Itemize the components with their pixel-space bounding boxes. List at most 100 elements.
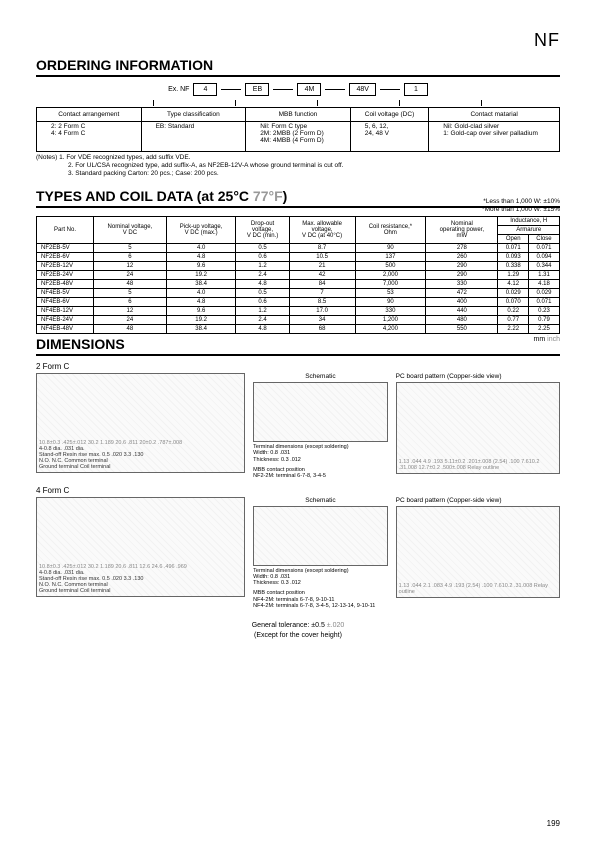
- table-cell: 0.029: [528, 288, 559, 297]
- table-cell: 84: [289, 279, 355, 288]
- order-th-2: Type classification: [141, 108, 246, 122]
- table-cell: 12: [94, 261, 167, 270]
- table-cell: 500: [355, 261, 426, 270]
- order-td-4: 5, 6, 12, 24, 48 V: [350, 122, 428, 152]
- order-td-5: Nil: Gold-clad silver 1: Gold-cap over s…: [429, 122, 560, 152]
- ordering-table: Contact arrangement Type classification …: [36, 107, 560, 152]
- table-cell: 7: [289, 288, 355, 297]
- table-cell: 53: [355, 288, 426, 297]
- ex-box-2: EB: [245, 83, 269, 96]
- table-cell: 12: [94, 306, 167, 315]
- table-row: NF4EB-12V129.61.217.03304400.220.23: [37, 306, 560, 315]
- table-cell: 4.8: [236, 279, 289, 288]
- table-cell: 4.8: [166, 297, 236, 306]
- form2-row: 10.8±0.3 .425±.012 30.2 1.189 20.6 .811 …: [36, 373, 560, 480]
- ex-box-3: 4M: [297, 83, 321, 96]
- table-cell: 0.070: [498, 297, 528, 306]
- ex-box-5: 1: [404, 83, 428, 96]
- table-cell: 6: [94, 297, 167, 306]
- table-cell: 472: [426, 288, 498, 297]
- table-cell: 6: [94, 252, 167, 261]
- form4-label: 4 Form C: [36, 486, 560, 495]
- table-cell: 4.0: [166, 288, 236, 297]
- table-cell: 5: [94, 243, 167, 252]
- dim-unit: mm inch: [534, 336, 560, 343]
- table-cell: 4.8: [166, 252, 236, 261]
- table-cell: NF4EB-12V: [37, 306, 94, 315]
- table-row: NF2EB-24V2419.22.4422,0002901.291.31: [37, 270, 560, 279]
- table-cell: 10.5: [289, 252, 355, 261]
- table-cell: 0.22: [498, 306, 528, 315]
- table-cell: 0.029: [498, 288, 528, 297]
- form2-legend: N.O. N.C. Common terminal Ground termina…: [39, 458, 242, 470]
- table-cell: 17.0: [289, 306, 355, 315]
- form4-main-diagram: 10.8±0.3 .425±.012 30.2 1.189 20.6 .811 …: [36, 497, 245, 597]
- table-cell: 0.5: [236, 288, 289, 297]
- table-cell: 19.2: [166, 315, 236, 324]
- table-cell: 1.2: [236, 261, 289, 270]
- table-row: NF2EB-6V64.80.610.51372600.0930.094: [37, 252, 560, 261]
- example-row: Ex. NF 4 EB 4M 48V 1: [36, 83, 560, 96]
- table-cell: 290: [426, 261, 498, 270]
- form2-callouts: 4-0.8 dia. .031 dia. Stand-off Resin ris…: [39, 446, 242, 458]
- table-cell: NF2EB-5V: [37, 243, 94, 252]
- table-cell: 1,200: [355, 315, 426, 324]
- table-cell: 2.4: [236, 315, 289, 324]
- table-cell: 19.2: [166, 270, 236, 279]
- table-cell: NF4EB-24V: [37, 315, 94, 324]
- table-cell: 0.5: [236, 243, 289, 252]
- table-cell: 34: [289, 315, 355, 324]
- table-row: NF2EB-5V54.00.58.7902780.0710.071: [37, 243, 560, 252]
- form2-mbb: MBB contact position NF2-2M: terminal 6-…: [253, 467, 387, 480]
- table-cell: 8.7: [289, 243, 355, 252]
- table-cell: 42: [289, 270, 355, 279]
- table-cell: 440: [426, 306, 498, 315]
- table-cell: 330: [426, 279, 498, 288]
- table-cell: NF4EB-5V: [37, 288, 94, 297]
- table-cell: 24: [94, 270, 167, 279]
- note-1: (Notes) 1. For VDE recognized types, add…: [36, 154, 560, 162]
- ex-line: [221, 89, 241, 90]
- form2-schematic: [253, 382, 387, 442]
- table-cell: 0.344: [528, 261, 559, 270]
- table-cell: NF4EB-6V: [37, 297, 94, 306]
- form2-label: 2 Form C: [36, 362, 560, 371]
- table-row: NF4EB-48V4838.44.8684,2005502.222.25: [37, 324, 560, 333]
- table-cell: 9.6: [166, 261, 236, 270]
- table-cell: 0.071: [498, 243, 528, 252]
- ordering-title: ORDERING INFORMATION: [36, 57, 560, 77]
- table-cell: 260: [426, 252, 498, 261]
- table-cell: 90: [355, 297, 426, 306]
- order-th-3: MBB function: [246, 108, 351, 122]
- table-cell: 0.79: [528, 315, 559, 324]
- col-open: Open: [498, 234, 528, 243]
- order-td-1: 2: 2 Form C 4: 4 Form C: [37, 122, 142, 152]
- dimensions-title: DIMENSIONS mm inch: [36, 336, 560, 356]
- table-cell: 4.0: [166, 243, 236, 252]
- form2-main-diagram: 10.8±0.3 .425±.012 30.2 1.189 20.6 .811 …: [36, 373, 245, 473]
- table-cell: 9.6: [166, 306, 236, 315]
- table-cell: 48: [94, 324, 167, 333]
- form2-pcb-dims: 1.13 .044 4.9 .193 5.11±0.2 .201±.008 (2…: [399, 459, 557, 471]
- order-td-3: Nil: Form C type 2M: 2MBB (2 Form D) 4M:…: [246, 122, 351, 152]
- ex-box-1: 4: [193, 83, 217, 96]
- table-cell: 400: [426, 297, 498, 306]
- table-cell: 0.071: [528, 243, 559, 252]
- table-cell: 1.29: [498, 270, 528, 279]
- table-cell: 0.6: [236, 252, 289, 261]
- table-row: NF4EB-6V64.80.68.5904000.0700.071: [37, 297, 560, 306]
- form2-pcb-diagram: 1.13 .044 4.9 .193 5.11±0.2 .201±.008 (2…: [396, 382, 560, 474]
- table-row: NF2EB-48V4838.44.8847,0003304.124.18: [37, 279, 560, 288]
- ex-line: [380, 89, 400, 90]
- types-table: Part No. Nominal voltage, V DC Pick-up v…: [36, 216, 560, 334]
- table-cell: 21: [289, 261, 355, 270]
- table-cell: 38.4: [166, 279, 236, 288]
- ex-line: [273, 89, 293, 90]
- table-cell: 1.2: [236, 306, 289, 315]
- table-cell: 4.12: [498, 279, 528, 288]
- table-cell: 38.4: [166, 324, 236, 333]
- form4-mbb: MBB contact position NF4-2M: terminals 6…: [253, 590, 387, 609]
- page-number: 199: [547, 819, 560, 828]
- table-cell: 0.6: [236, 297, 289, 306]
- table-cell: 137: [355, 252, 426, 261]
